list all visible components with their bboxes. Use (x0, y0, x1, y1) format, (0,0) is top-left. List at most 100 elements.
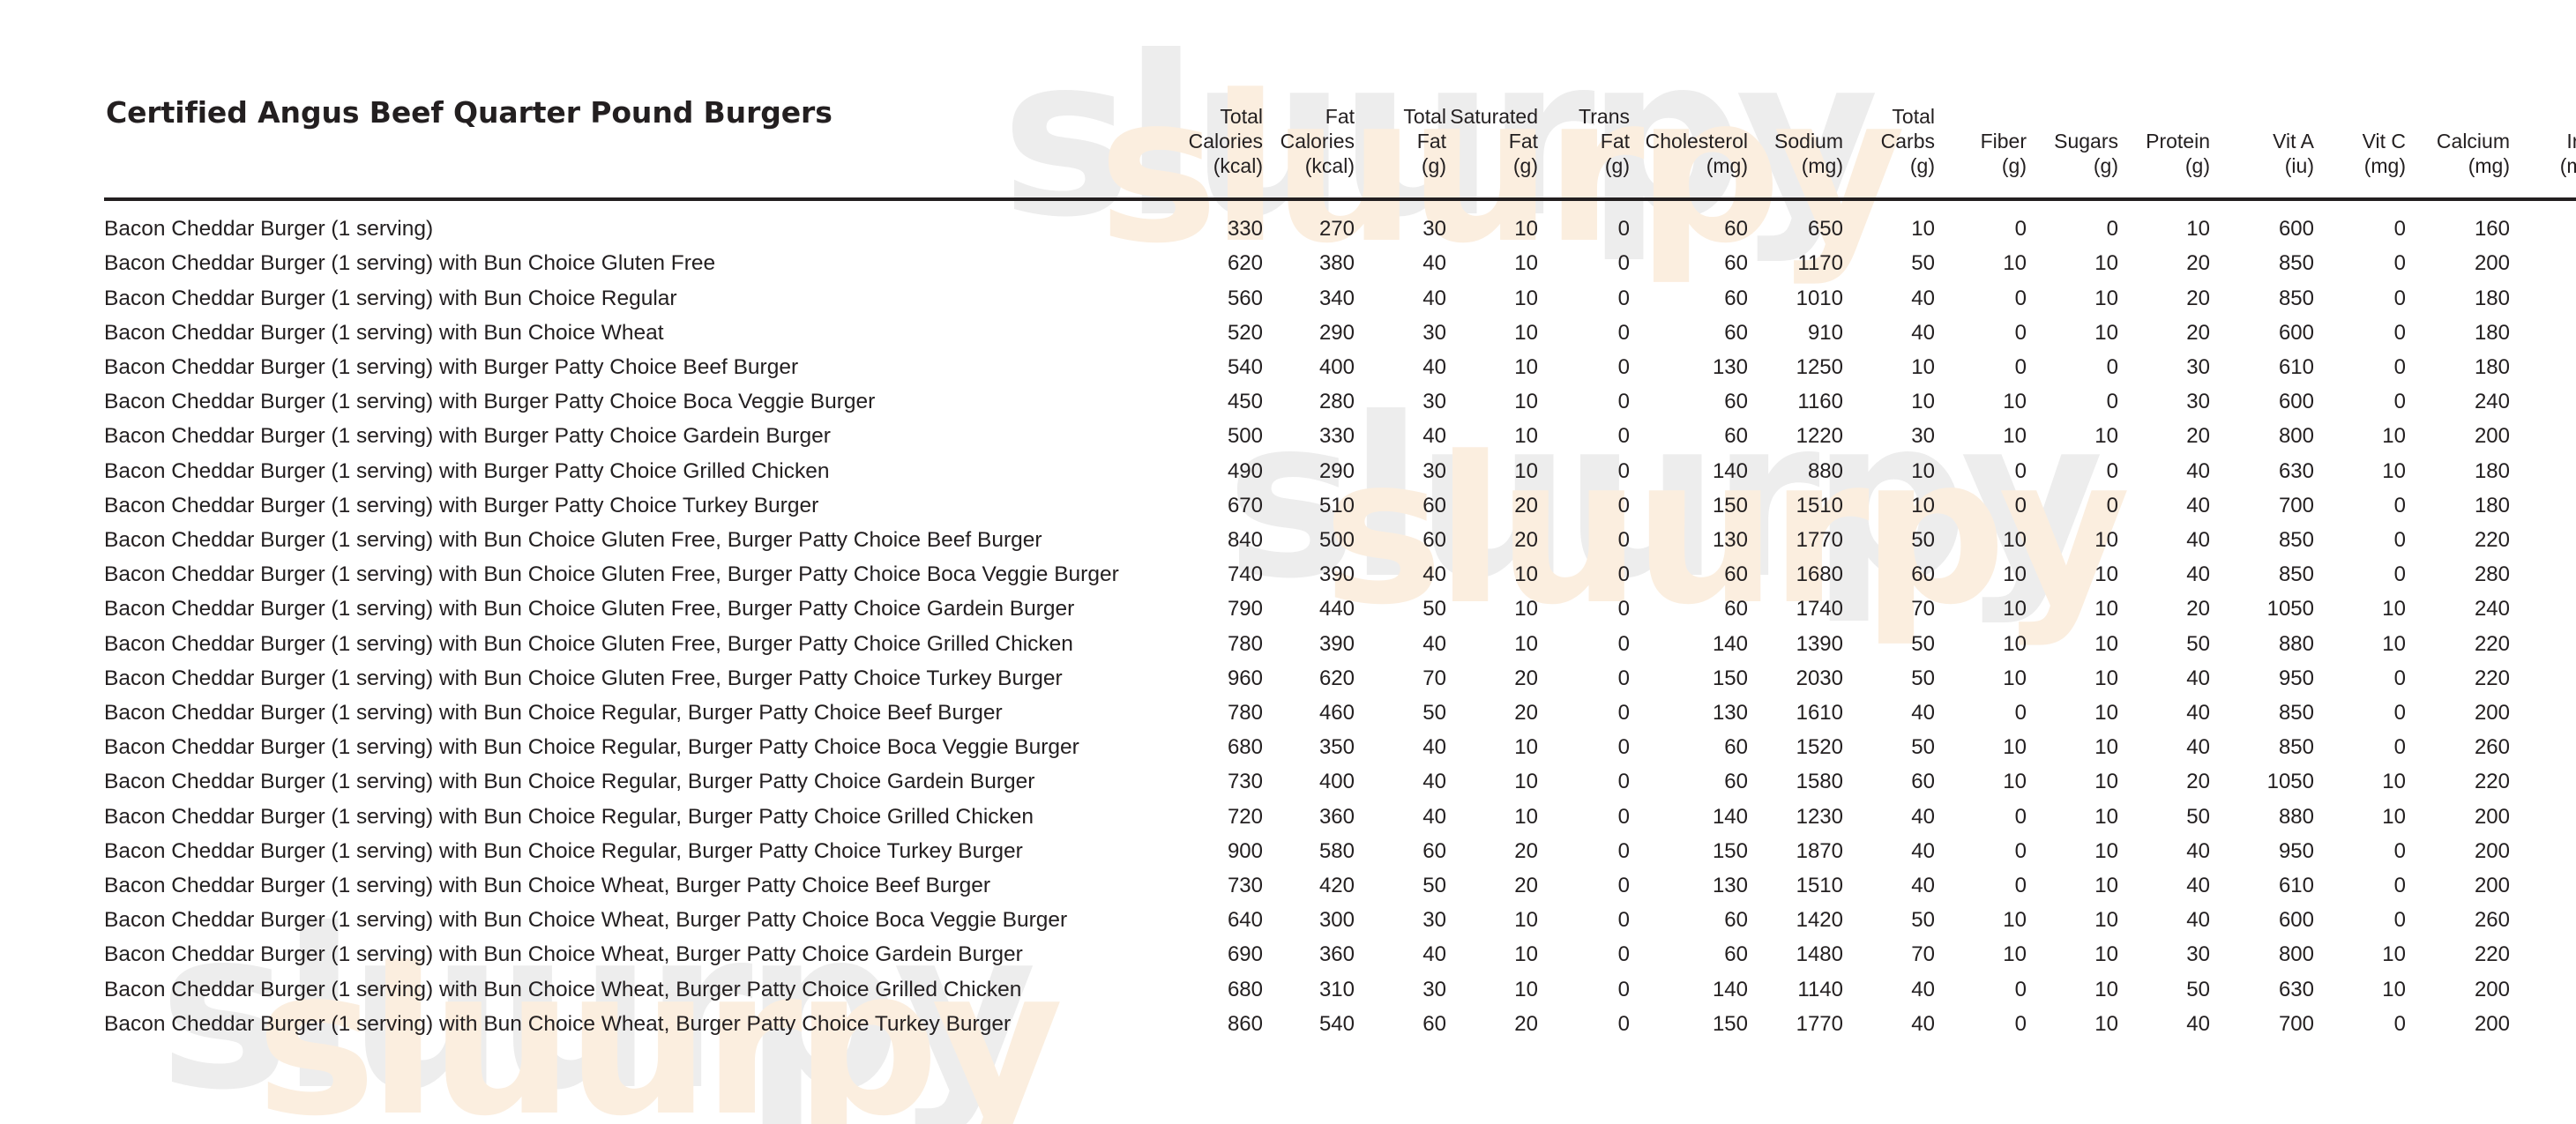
cell-trans_fat: 0 (1617, 458, 1630, 483)
table-row: Bacon Cheddar Burger (1 serving) with Bu… (104, 557, 2576, 592)
cell-vit_c: 0 (2393, 251, 2406, 276)
cell-item-name: Bacon Cheddar Burger (1 serving) with Bu… (104, 527, 1042, 552)
cell-calcium: 220 (2474, 666, 2510, 690)
cell-total_carbs: 40 (1911, 874, 1935, 897)
cell-cholesterol: 130 (1712, 354, 1748, 379)
cell-total_calories: 840 (1227, 527, 1263, 552)
cell-vit_c: 10 (2382, 458, 2406, 483)
cell-calcium: 220 (2474, 770, 2510, 794)
cell-fiber: 10 (2003, 666, 2027, 690)
cell-total_carbs: 40 (1911, 804, 1935, 829)
cell-total_calories: 560 (1227, 286, 1263, 310)
cell-protein: 40 (2186, 562, 2210, 587)
cell-fiber: 10 (2003, 735, 2027, 760)
cell-cholesterol: 60 (1724, 942, 1748, 967)
cell-trans_fat: 0 (1617, 631, 1630, 656)
cell-total_fat: 40 (1422, 286, 1446, 310)
cell-protein: 40 (2186, 527, 2210, 552)
table-row: Bacon Cheddar Burger (1 serving) with Bu… (104, 592, 2576, 626)
cell-total_fat: 30 (1422, 390, 1446, 414)
column-header-item-name (104, 104, 1171, 199)
cell-trans_fat: 0 (1617, 597, 1630, 622)
cell-total_carbs: 10 (1911, 458, 1935, 483)
cell-calcium: 200 (2474, 700, 2510, 725)
cell-item-name: Bacon Cheddar Burger (1 serving) with Bu… (104, 942, 1023, 967)
cell-iron: 0 (2510, 730, 2576, 764)
cell-total_calories: 860 (1227, 1011, 1263, 1036)
cell-trans_fat: 0 (1617, 977, 1630, 1001)
cell-trans_fat: 0 (1617, 390, 1630, 414)
cell-trans_fat: 0 (1617, 942, 1630, 967)
cell-total_fat: 50 (1422, 597, 1446, 622)
cell-iron: 0 (2510, 1007, 2576, 1041)
cell-trans_fat: 0 (1617, 493, 1630, 517)
cell-fiber: 0 (2014, 217, 2027, 242)
cell-sodium: 1610 (1796, 700, 1843, 725)
cell-sugars: 10 (2094, 1011, 2118, 1036)
cell-vit_a: 600 (2278, 320, 2314, 345)
cell-item-name: Bacon Cheddar Burger (1 serving) with Bu… (104, 977, 1022, 1001)
cell-vit_a: 850 (2278, 251, 2314, 276)
cell-sugars: 0 (2106, 458, 2118, 483)
cell-sugars: 0 (2106, 354, 2118, 379)
cell-total_fat: 60 (1422, 527, 1446, 552)
cell-total_calories: 720 (1227, 804, 1263, 829)
cell-vit_a: 800 (2278, 942, 2314, 967)
cell-protein: 30 (2186, 354, 2210, 379)
cell-fat_calories: 310 (1318, 977, 1355, 1001)
cell-saturated_fat: 10 (1514, 320, 1538, 345)
cell-saturated_fat: 10 (1514, 908, 1538, 933)
cell-fat_calories: 270 (1318, 217, 1355, 242)
cell-vit_a: 950 (2278, 666, 2314, 690)
cell-vit_a: 630 (2278, 458, 2314, 483)
cell-total_carbs: 40 (1911, 838, 1935, 863)
cell-vit_c: 0 (2393, 493, 2406, 517)
cell-item-name: Bacon Cheddar Burger (1 serving) with Bu… (104, 320, 664, 345)
cell-cholesterol: 60 (1724, 735, 1748, 760)
cell-vit_a: 850 (2278, 527, 2314, 552)
cell-sugars: 0 (2106, 217, 2118, 242)
column-header-total-carbs: Total Carbs (g) (1880, 105, 1935, 178)
table-row: Bacon Cheddar Burger (1 serving) with Bu… (104, 246, 2576, 280)
cell-sodium: 650 (1807, 217, 1843, 242)
cell-vit_a: 600 (2278, 390, 2314, 414)
cell-vit_c: 0 (2393, 286, 2406, 310)
cell-iron: 0 (2510, 199, 2576, 246)
cell-total_fat: 70 (1422, 666, 1446, 690)
cell-fat_calories: 400 (1318, 354, 1355, 379)
cell-sugars: 10 (2094, 562, 2118, 587)
table-row: Bacon Cheddar Burger (1 serving) with Bu… (104, 316, 2576, 350)
cell-cholesterol: 60 (1724, 770, 1748, 794)
column-header-total-calories: Total Calories (kcal) (1188, 105, 1263, 178)
table-row: Bacon Cheddar Burger (1 serving) with Bu… (104, 661, 2576, 696)
cell-trans_fat: 0 (1617, 424, 1630, 449)
cell-total_carbs: 70 (1911, 942, 1935, 967)
column-header-trans-fat: Trans Fat (g) (1579, 105, 1630, 178)
cell-vit_a: 850 (2278, 700, 2314, 725)
cell-saturated_fat: 20 (1514, 874, 1538, 897)
cell-sodium: 1420 (1796, 908, 1843, 933)
cell-calcium: 180 (2474, 354, 2510, 379)
cell-fiber: 10 (2003, 908, 2027, 933)
cell-protein: 30 (2186, 390, 2210, 414)
cell-protein: 50 (2186, 631, 2210, 656)
cell-fat_calories: 380 (1318, 251, 1355, 276)
cell-cholesterol: 130 (1712, 527, 1748, 552)
cell-protein: 20 (2186, 424, 2210, 449)
cell-item-name: Bacon Cheddar Burger (1 serving) with Bu… (104, 1011, 1012, 1036)
cell-sugars: 0 (2106, 493, 2118, 517)
table-row: Bacon Cheddar Burger (1 serving) with Bu… (104, 627, 2576, 661)
cell-item-name: Bacon Cheddar Burger (1 serving) with Bu… (104, 666, 1063, 690)
cell-fat_calories: 440 (1318, 597, 1355, 622)
cell-cholesterol: 130 (1712, 874, 1748, 897)
cell-saturated_fat: 10 (1514, 390, 1538, 414)
cell-calcium: 200 (2474, 874, 2510, 897)
column-header-saturated-fat: Saturated Fat (g) (1450, 105, 1538, 178)
cell-sodium: 1520 (1796, 735, 1843, 760)
cell-vit_c: 10 (2382, 770, 2406, 794)
cell-iron: 0 (2510, 281, 2576, 316)
cell-item-name: Bacon Cheddar Burger (1 serving) with Bu… (104, 735, 1079, 760)
cell-total_carbs: 50 (1911, 666, 1935, 690)
cell-trans_fat: 0 (1617, 527, 1630, 552)
